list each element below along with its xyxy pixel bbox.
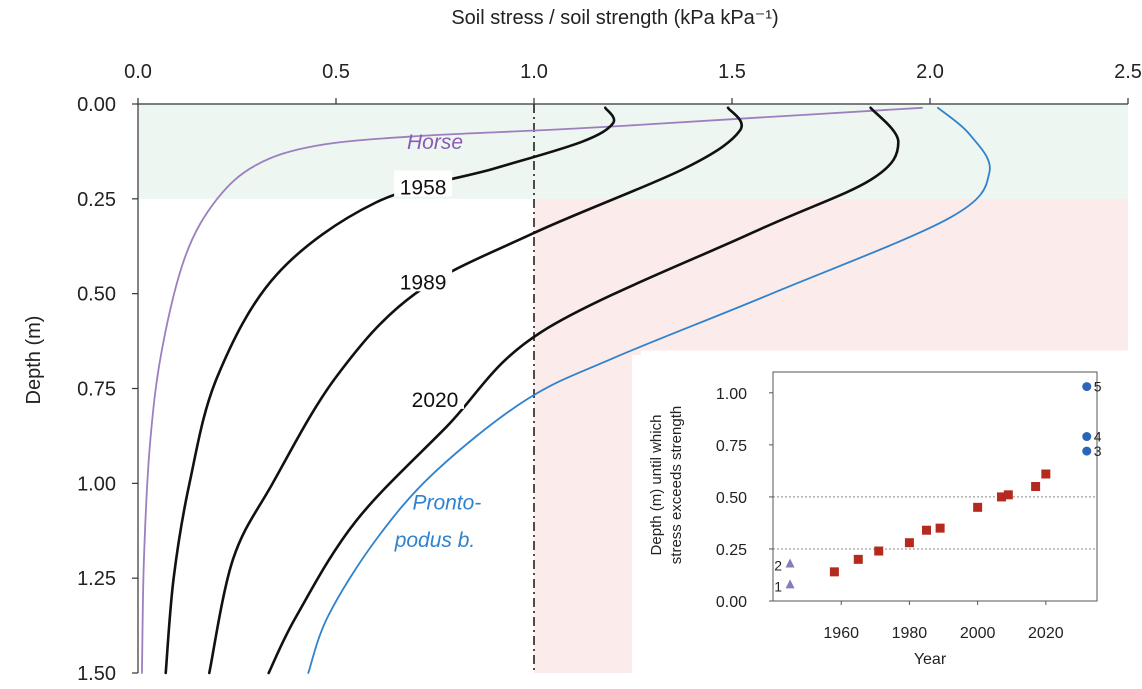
series-line-5: [307, 106, 991, 674]
y-tick-label: 1.00: [77, 473, 116, 495]
inset-reference-lines: [773, 496, 1097, 550]
main-chart: 0.0 0.5 1.0 1.5 2.0 2.5 0.00 0.25 0.50 0.75 1.00 1.…: [23, 7, 1142, 685]
x-tick-label: 0.5: [322, 61, 350, 83]
series-label-background: [394, 265, 453, 292]
series-labels: Horse 1958 1989 2020 Pronto-podus b.: [394, 131, 482, 552]
inset-y-tick-label: 0.50: [716, 490, 747, 507]
inset-y-tick-label: 1.00: [716, 386, 747, 403]
series-label: 1958: [400, 176, 447, 199]
inset-plot-frame: [772, 371, 1098, 602]
x-tick-label: 2.0: [916, 61, 944, 83]
series-line-1: [141, 106, 923, 674]
series-label: Horse: [407, 131, 463, 154]
shaded-region-1: [138, 104, 1128, 199]
inset-point-label: 2: [774, 558, 782, 574]
shaded-regions: [138, 104, 1128, 673]
inset-x-tick-label: 2020: [1028, 625, 1064, 642]
inset-points: 1 2 34 5: [774, 379, 1102, 595]
inset-y-axis-title-line-2: stress exceeds strength: [668, 406, 685, 564]
inset-point-square: [829, 567, 839, 577]
inset-point-label: 5: [1094, 379, 1102, 395]
inset-point-square: [921, 525, 931, 535]
series-line-4: [267, 106, 900, 675]
inset-point-square: [935, 523, 945, 533]
inset-y-tick-label: 0.25: [716, 542, 747, 559]
series-line-2: [164, 106, 616, 675]
inset-point-square: [853, 554, 863, 564]
inset-panel: [632, 355, 1137, 685]
inset-point-square: [904, 538, 914, 548]
y-tick-label: 0.50: [77, 284, 116, 306]
inset-point-square: [874, 546, 884, 556]
shaded-region-3: [534, 350, 641, 673]
series-line-3: [207, 106, 743, 675]
inset-x-tick-label: 2000: [960, 625, 996, 642]
inset-point-triangle: [785, 558, 795, 568]
series-label: podus b.: [394, 529, 476, 552]
y-tick-label: 0.25: [77, 189, 116, 211]
inset-y-tick-label: 0.75: [716, 438, 747, 455]
series-label: Pronto-: [412, 491, 481, 514]
series-label-background: [394, 170, 453, 197]
inset-x-tick-label: 1980: [892, 625, 928, 642]
x-tick-label: 2.5: [1114, 61, 1142, 83]
inset-point-square: [1041, 469, 1051, 479]
inset-point-square: [1003, 490, 1013, 500]
inset-point-circle: [1082, 432, 1092, 442]
shaded-region-2: [534, 198, 1128, 351]
inset-y-tick-label: 0.00: [716, 594, 747, 611]
inset-point-square: [997, 492, 1007, 502]
y-axis-title: Depth (m): [23, 316, 45, 405]
inset-point-circle: [1082, 446, 1092, 456]
inset-point-label: 3: [1094, 443, 1102, 459]
inset-point-label: 1: [774, 578, 782, 594]
inset-chart: 1960 1980 2000 2020 0.00 0.25 0.50 0.75 1.00 1 2 3…: [632, 355, 1137, 685]
inset-point-label: 4: [1094, 429, 1102, 445]
inset-point-square: [1031, 482, 1041, 491]
x-tick-label: 1.5: [718, 61, 746, 83]
x-axis-title: Soil stress / soil strength (kPa kPa⁻¹): [451, 7, 778, 29]
inset-y-axis-title-line-1: Depth (m) until which: [648, 415, 665, 556]
y-tick-label: 0.75: [77, 379, 116, 401]
inset-point-circle: [1082, 382, 1092, 392]
x-tick-label: 0.0: [124, 61, 152, 83]
x-tick-label: 1.0: [520, 61, 548, 83]
y-tick-label: 1.50: [77, 663, 116, 685]
series-label-background: [406, 382, 464, 409]
y-tick-label: 1.25: [77, 568, 116, 590]
inset-point-triangle: [785, 579, 795, 589]
inset-x-axis-title: Year: [914, 651, 947, 668]
y-tick-label: 0.00: [77, 94, 116, 116]
series-label: 1989: [400, 271, 447, 294]
axes: 0.0 0.5 1.0 1.5 2.0 2.5 0.00 0.25 0.50 0.75 1.00 1.…: [77, 61, 1142, 685]
inset-point-square: [973, 502, 983, 512]
series-label: 2020: [412, 389, 459, 412]
series-layer: [141, 106, 991, 675]
inset-axes: 1960 1980 2000 2020 0.00 0.25 0.50 0.75 1.00: [716, 371, 1098, 642]
inset-x-tick-label: 1960: [823, 625, 859, 642]
